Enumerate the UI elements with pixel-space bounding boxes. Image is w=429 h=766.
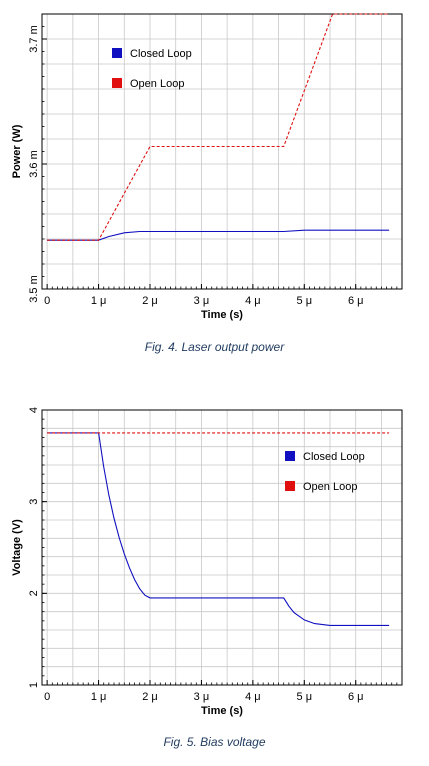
x-tick-label: 6 μ xyxy=(348,295,364,307)
y-tick-label: 3.7 m xyxy=(28,25,40,53)
legend-label-open-loop: Open Loop xyxy=(130,78,184,90)
x-tick-label: 0 xyxy=(44,295,50,307)
legend-label-closed-loop: Closed Loop xyxy=(130,48,192,60)
x-tick-label: 2 μ xyxy=(142,295,158,307)
x-tick-label: 0 xyxy=(44,691,50,703)
x-axis-label: Time (s) xyxy=(201,705,243,717)
plot-frame xyxy=(41,13,403,290)
laser-power-chart: 0 1 μ 2 μ 3 μ 4 μ 5 μ 6 μ 3.5 m 3.6 m 3.7 m Time… xyxy=(11,13,403,321)
figure-caption: Fig. 4. Laser output power xyxy=(144,340,285,354)
grid xyxy=(42,14,402,289)
series-line-closed-loop xyxy=(47,432,390,626)
series-line-open-loop xyxy=(47,13,390,241)
y-tick-label: 2 xyxy=(28,590,40,596)
series xyxy=(47,13,390,241)
y-tick-label: 3 xyxy=(28,499,40,505)
y-tick-label: 3.5 m xyxy=(28,275,40,303)
legend-swatch-open-loop xyxy=(112,78,122,88)
x-tick-label: 3 μ xyxy=(194,691,210,703)
y-tick-label: 3.6 m xyxy=(28,150,40,178)
x-tick-label: 1 μ xyxy=(91,295,107,307)
x-ticks: 0 1 μ 2 μ 3 μ 4 μ 5 μ 6 μ xyxy=(44,284,403,307)
legend-swatch-closed-loop xyxy=(285,451,295,461)
x-axis-label: Time (s) xyxy=(201,309,243,321)
x-tick-label: 4 μ xyxy=(245,691,261,703)
y-axis-label: Power (W) xyxy=(11,124,23,178)
y-axis-label: Voltage (V) xyxy=(11,519,23,576)
legend: Closed Loop Open Loop xyxy=(285,451,365,493)
x-ticks: 0 1 μ 2 μ 3 μ 4 μ 5 μ 6 μ xyxy=(44,680,403,703)
legend: Closed Loop Open Loop xyxy=(112,48,192,90)
x-tick-label: 5 μ xyxy=(297,691,313,703)
bias-voltage-chart: 0 1 μ 2 μ 3 μ 4 μ 5 μ 6 μ 1 2 3 4 Time (s) Voltag… xyxy=(11,407,403,717)
x-tick-label: 4 μ xyxy=(245,295,261,307)
x-tick-label: 2 μ xyxy=(142,691,158,703)
y-ticks: 1 2 3 4 xyxy=(28,407,47,688)
x-tick-label: 6 μ xyxy=(348,691,364,703)
y-ticks: 3.5 m 3.6 m 3.7 m xyxy=(28,25,47,303)
legend-label-closed-loop: Closed Loop xyxy=(303,451,365,463)
series-line-closed-loop xyxy=(47,229,390,241)
grid xyxy=(42,410,402,685)
figure-caption: Fig. 5. Bias voltage xyxy=(163,735,266,749)
legend-swatch-closed-loop xyxy=(112,48,122,58)
x-tick-label: 5 μ xyxy=(297,295,313,307)
legend-label-open-loop: Open Loop xyxy=(303,481,357,493)
y-tick-label: 1 xyxy=(28,682,40,688)
legend-swatch-open-loop xyxy=(285,481,295,491)
x-tick-label: 1 μ xyxy=(91,691,107,703)
series xyxy=(47,432,390,626)
x-tick-label: 3 μ xyxy=(194,295,210,307)
y-tick-label: 4 xyxy=(28,407,40,413)
